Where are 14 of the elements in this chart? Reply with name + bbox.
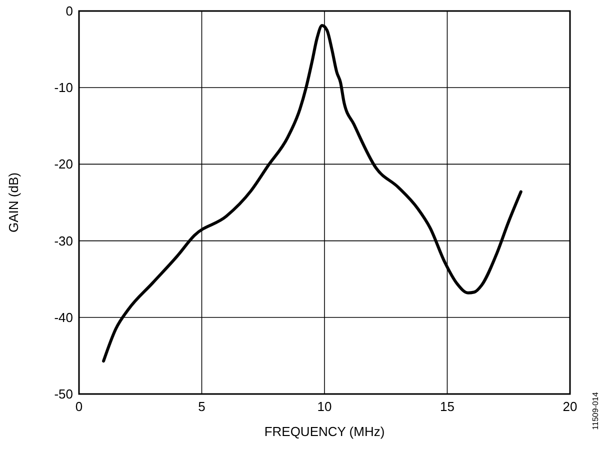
y-axis-title: GAIN (dB) — [6, 172, 21, 232]
y-tick-label: -10 — [54, 80, 73, 96]
x-tick-label: 20 — [562, 399, 578, 414]
x-tick-label: 5 — [198, 399, 206, 414]
y-tick-label: -20 — [54, 156, 73, 172]
y-tick-label: -50 — [54, 386, 73, 402]
y-tick-label: -30 — [54, 233, 73, 248]
text: 11509-014 — [591, 392, 600, 430]
x-tick-label: 10 — [317, 399, 332, 414]
y-tick-label: -40 — [54, 310, 73, 325]
x-tick-label: 0 — [75, 399, 83, 414]
x-axis-title: FREQUENCY (MHz) — [264, 424, 385, 439]
y-tick-label: 0 — [66, 4, 73, 18]
x-tick-label: 15 — [440, 399, 454, 414]
